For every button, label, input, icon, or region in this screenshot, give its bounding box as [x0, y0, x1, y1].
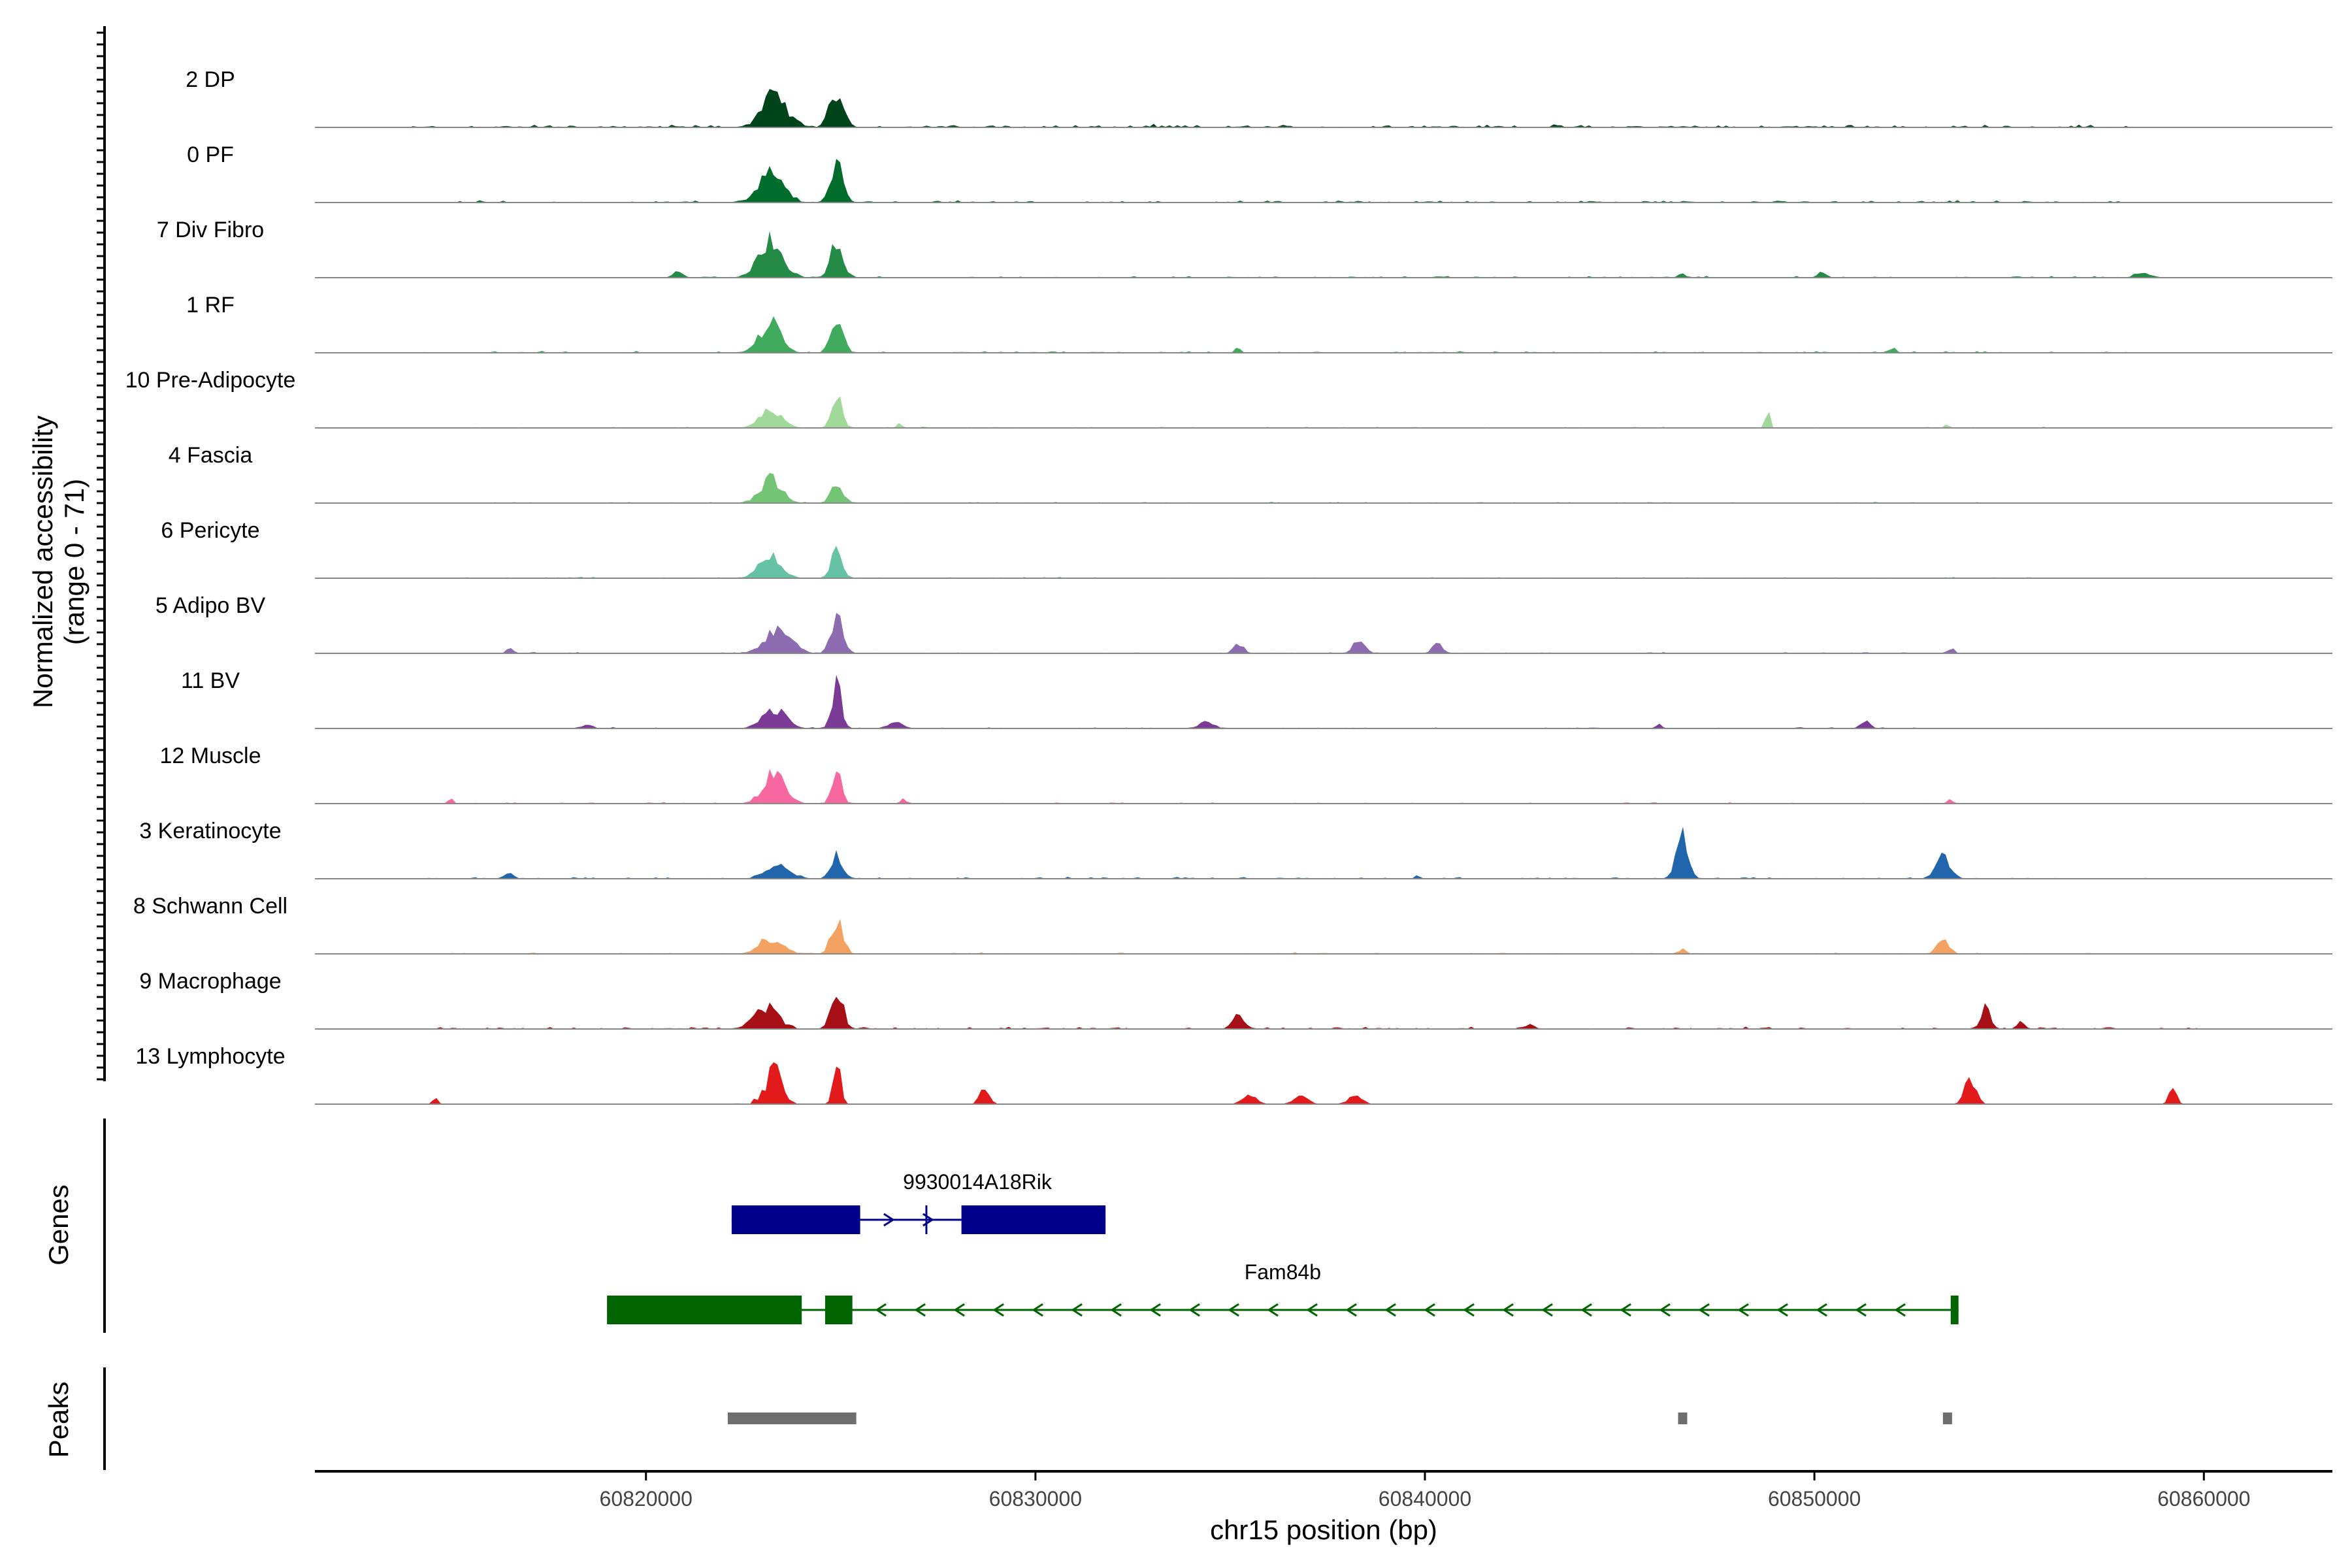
coverage-track: 1 RF — [186, 293, 2332, 353]
strand-arrow — [1620, 1303, 1631, 1317]
strand-arrow — [1855, 1303, 1867, 1317]
y-axis — [97, 26, 106, 1081]
coverage-area — [315, 674, 2332, 728]
track-label: 5 Adipo BV — [155, 593, 266, 618]
strand-arrow — [992, 1303, 1004, 1317]
coverage-tracks: 2 DP 0 PF 7 Div Fibro 1 RF 10 Pre-Adipocyte 4… — [125, 67, 2332, 1105]
track-label: 4 Fascia — [169, 443, 253, 468]
track-label: 8 Schwann Cell — [133, 894, 287, 919]
track-label: 7 Div Fibro — [157, 218, 264, 242]
peak-region — [1678, 1413, 1688, 1424]
coverage-area — [315, 231, 2332, 278]
gene-exon — [607, 1296, 802, 1324]
coverage-track: 0 PF — [187, 142, 2332, 203]
strand-arrow — [1384, 1303, 1396, 1317]
coverage-area — [315, 89, 2332, 127]
coverage-area — [315, 996, 2332, 1029]
strand-arrow — [1659, 1303, 1671, 1317]
strand-arrow — [1698, 1303, 1710, 1317]
y-axis-title-line2: (range 0 - 71) — [59, 479, 90, 645]
coverage-area — [315, 159, 2332, 203]
strand-arrow — [1894, 1303, 1906, 1317]
track-label: 13 Lymphocyte — [135, 1044, 285, 1069]
track-label: 1 RF — [186, 293, 235, 318]
strand-arrow — [1032, 1303, 1043, 1317]
coverage-area — [315, 768, 2332, 804]
strand-arrow — [1306, 1303, 1318, 1317]
peaks-panel — [103, 1367, 1952, 1470]
coverage-area — [315, 919, 2332, 954]
peak-region — [1942, 1413, 1952, 1424]
coverage-track: 7 Div Fibro — [157, 218, 2332, 278]
strand-arrow — [914, 1303, 926, 1317]
coverage-track: 5 Adipo BV — [155, 593, 2332, 654]
genes-panel-label: Genes — [43, 1184, 74, 1266]
coverage-area — [315, 612, 2332, 653]
gene-Fam84b: Fam84b — [607, 1260, 1959, 1324]
track-label: 9 Macrophage — [139, 969, 281, 994]
coverage-area — [315, 396, 2332, 428]
coverage-track: 4 Fascia — [169, 443, 2332, 504]
coverage-track: 13 Lymphocyte — [135, 1044, 2332, 1105]
strand-arrow — [1071, 1303, 1083, 1317]
track-label: 10 Pre-Adipocyte — [125, 368, 296, 393]
strand-arrow — [875, 1303, 887, 1317]
track-label: 3 Keratinocyte — [139, 819, 281, 843]
coverage-area — [315, 472, 2332, 503]
coverage-area — [315, 826, 2332, 879]
x-tick-label: 60850000 — [1768, 1487, 1861, 1511]
track-label: 6 Pericyte — [161, 518, 259, 543]
y-axis-title-line1: Normalized accessibility — [27, 416, 58, 708]
strand-arrow — [1502, 1303, 1514, 1317]
gene-exon — [961, 1205, 1106, 1234]
track-label: 12 Muscle — [160, 743, 261, 768]
strand-arrow — [1424, 1303, 1435, 1317]
coverage-track: 3 Keratinocyte — [139, 819, 2332, 879]
coverage-track: 6 Pericyte — [161, 518, 2332, 579]
x-tick-label: 60840000 — [1379, 1487, 1471, 1511]
coverage-track: 10 Pre-Adipocyte — [125, 368, 2332, 429]
strand-arrow — [1737, 1303, 1749, 1317]
coverage-area — [315, 546, 2332, 578]
gene-9930014A18Rik: 9930014A18Rik — [731, 1170, 1106, 1234]
genes-panel: 9930014A18Rik Fam84b — [103, 1119, 1959, 1333]
track-label: 2 DP — [186, 67, 235, 92]
x-axis: 60820000 60830000 60840000 60850000 60860000 — [315, 1470, 2332, 1511]
track-label: 0 PF — [187, 142, 234, 167]
strand-arrow — [1580, 1303, 1592, 1317]
strand-arrow — [1463, 1303, 1475, 1317]
strand-arrow — [1110, 1303, 1122, 1317]
strand-arrow — [1228, 1303, 1239, 1317]
coverage-track: 11 BV — [181, 668, 2332, 729]
strand-arrow — [1541, 1303, 1553, 1317]
strand-arrow — [1776, 1303, 1788, 1317]
strand-arrow — [1149, 1303, 1161, 1317]
x-tick-label: 60820000 — [600, 1487, 693, 1511]
gene-exon — [825, 1296, 853, 1324]
coverage-track: 2 DP — [186, 67, 2332, 128]
x-axis-title: chr15 position (bp) — [1210, 1514, 1437, 1545]
strand-arrow — [1188, 1303, 1200, 1317]
strand-arrow — [883, 1213, 895, 1227]
track-label: 11 BV — [181, 668, 240, 693]
coverage-track: 12 Muscle — [160, 743, 2332, 804]
peak-region — [727, 1413, 857, 1424]
strand-arrow — [1345, 1303, 1357, 1317]
gene-name-label: 9930014A18Rik — [903, 1170, 1053, 1194]
gene-exon — [1950, 1296, 1959, 1324]
coverage-track: 9 Macrophage — [139, 969, 2332, 1030]
gene-exon — [731, 1205, 860, 1234]
x-tick-label: 60860000 — [2157, 1487, 2250, 1511]
x-tick-label: 60830000 — [989, 1487, 1082, 1511]
coverage-area — [315, 316, 2332, 353]
peaks-panel-label: Peaks — [43, 1382, 74, 1458]
gene-name-label: Fam84b — [1245, 1260, 1321, 1284]
coverage-area — [315, 1062, 2332, 1104]
strand-arrow — [953, 1303, 965, 1317]
coverage-track: 8 Schwann Cell — [133, 894, 2332, 955]
strand-arrow — [1816, 1303, 1827, 1317]
strand-arrow — [1267, 1303, 1279, 1317]
